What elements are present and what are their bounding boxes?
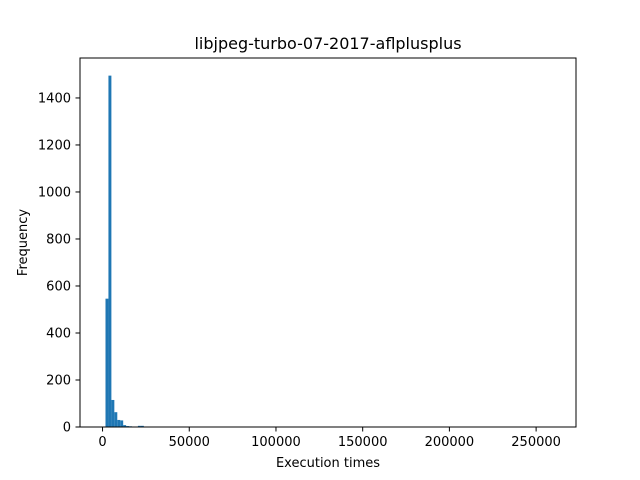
y-tick-label: 200 xyxy=(46,373,71,388)
plot-frame xyxy=(79,57,577,428)
histogram-bar xyxy=(108,75,112,428)
x-tick-label: 200000 xyxy=(425,435,475,450)
histogram-bar xyxy=(120,420,124,427)
x-axis-label: Execution times xyxy=(276,456,380,471)
y-tick-label: 1400 xyxy=(38,91,71,106)
x-tick-label: 100000 xyxy=(251,435,301,450)
y-tick-label: 800 xyxy=(46,232,71,247)
y-axis-ticks: 0 200 400 600 800 1000 1200 1400 xyxy=(38,91,80,436)
chart-title: libjpeg-turbo-07-2017-aflplusplus xyxy=(194,34,461,53)
y-tick-label: 1000 xyxy=(38,185,71,200)
histogram-bar xyxy=(137,425,141,427)
histogram-bar xyxy=(114,412,118,427)
x-tick-label: 250000 xyxy=(511,435,561,450)
y-axis-label: Frequency xyxy=(16,209,31,276)
y-tick-label: 400 xyxy=(46,326,71,341)
y-tick-label: 600 xyxy=(46,279,71,294)
x-tick-label: 0 xyxy=(98,435,106,450)
y-tick-label: 1200 xyxy=(38,138,71,153)
histogram-bar xyxy=(140,425,144,427)
histogram-bar xyxy=(123,425,127,427)
histogram-bar xyxy=(105,298,109,427)
x-axis-ticks: 0 50000 100000 150000 200000 250000 xyxy=(98,427,561,450)
histogram-bar xyxy=(111,399,115,427)
histogram-bar xyxy=(117,419,121,427)
x-tick-label: 150000 xyxy=(338,435,388,450)
x-tick-label: 50000 xyxy=(169,435,210,450)
y-tick-label: 0 xyxy=(63,421,71,436)
